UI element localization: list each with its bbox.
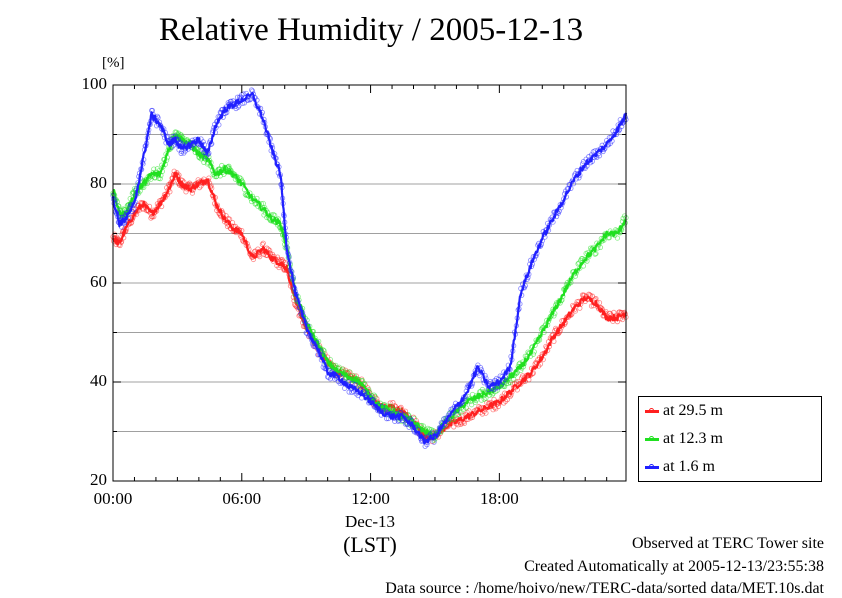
footer-created-time: Created Automatically at 2005-12-13/23:5… bbox=[524, 558, 824, 575]
series-1-sample bbox=[469, 402, 475, 408]
y-tick-label: 80 bbox=[90, 173, 107, 192]
legend-label-1-6m: at 1.6 m bbox=[663, 458, 715, 475]
x-tick-label: 18:00 bbox=[479, 489, 519, 508]
series-1-sample bbox=[340, 366, 346, 372]
series-0-sample bbox=[257, 254, 263, 260]
series-2-sample bbox=[596, 153, 603, 159]
legend-swatch-29-5m bbox=[645, 407, 659, 413]
series-1-sample bbox=[530, 351, 536, 357]
series-0-sample bbox=[279, 256, 285, 263]
series-0-sample bbox=[466, 408, 472, 414]
series-2-sample bbox=[228, 98, 234, 104]
series-1-sample bbox=[614, 235, 621, 241]
series-2-sample bbox=[454, 408, 460, 414]
series-0-sample bbox=[186, 180, 193, 186]
series-0-sample bbox=[493, 406, 499, 412]
series-2-sample bbox=[384, 416, 390, 422]
series-0-sample bbox=[267, 247, 273, 254]
series-0-sample bbox=[495, 403, 502, 410]
series-0-sample bbox=[619, 316, 626, 323]
series-2-sample bbox=[379, 404, 385, 410]
series-1-sample bbox=[507, 379, 513, 385]
series-0-sample bbox=[260, 240, 266, 246]
series-0-sample bbox=[183, 189, 189, 195]
x-tick-label: 00:00 bbox=[93, 489, 133, 508]
legend-label-12-3m: at 12.3 m bbox=[663, 430, 723, 447]
series-1-sample bbox=[388, 403, 394, 409]
series-1-sample bbox=[597, 244, 604, 251]
legend-label-29-5m: at 29.5 m bbox=[663, 402, 723, 419]
series-0-sample bbox=[189, 190, 196, 196]
y-tick-label: 20 bbox=[90, 470, 107, 489]
series-0-sample bbox=[596, 300, 603, 306]
series-2-sample bbox=[586, 154, 592, 160]
footer-data-source: Data source : /home/hoivo/new/TERC-data/… bbox=[385, 580, 824, 597]
series-2-sample bbox=[342, 385, 348, 391]
series-1-sample bbox=[478, 397, 485, 403]
legend-item-1-6m: at 1.6 m bbox=[645, 456, 715, 478]
legend-item-12-3m: at 12.3 m bbox=[645, 428, 723, 450]
x-axis-label: (LST) bbox=[343, 532, 397, 557]
chart-title: Relative Humidity / 2005-12-13 bbox=[158, 12, 584, 48]
legend-swatch-12-3m bbox=[645, 435, 659, 441]
legend-item-29-5m: at 29.5 m bbox=[645, 400, 723, 422]
series-2-sample bbox=[345, 379, 351, 385]
series-0-sample bbox=[451, 424, 457, 430]
chart-legend: at 29.5 m at 12.3 m at 1.6 m bbox=[638, 396, 822, 482]
series-2-sample bbox=[247, 97, 253, 103]
y-axis-unit: [%] bbox=[102, 55, 125, 71]
y-tick-label: 100 bbox=[81, 74, 108, 93]
y-tick-label: 40 bbox=[90, 371, 107, 390]
footer-observed-site: Observed at TERC Tower site bbox=[631, 535, 824, 552]
series-2-sample bbox=[431, 439, 437, 445]
series-1-markers bbox=[110, 129, 629, 443]
series-2-sample bbox=[477, 373, 483, 379]
x-tick-label: 06:00 bbox=[222, 489, 262, 508]
x-axis-date-label: Dec-13 bbox=[344, 512, 396, 531]
y-tick-label: 60 bbox=[90, 272, 107, 291]
series-line-2 bbox=[111, 92, 628, 445]
x-tick-label: 12:00 bbox=[351, 489, 390, 508]
series-0-sample bbox=[483, 410, 489, 416]
series-0-sample bbox=[551, 338, 557, 345]
series-2-sample bbox=[249, 87, 255, 93]
legend-swatch-1-6m bbox=[645, 463, 659, 469]
